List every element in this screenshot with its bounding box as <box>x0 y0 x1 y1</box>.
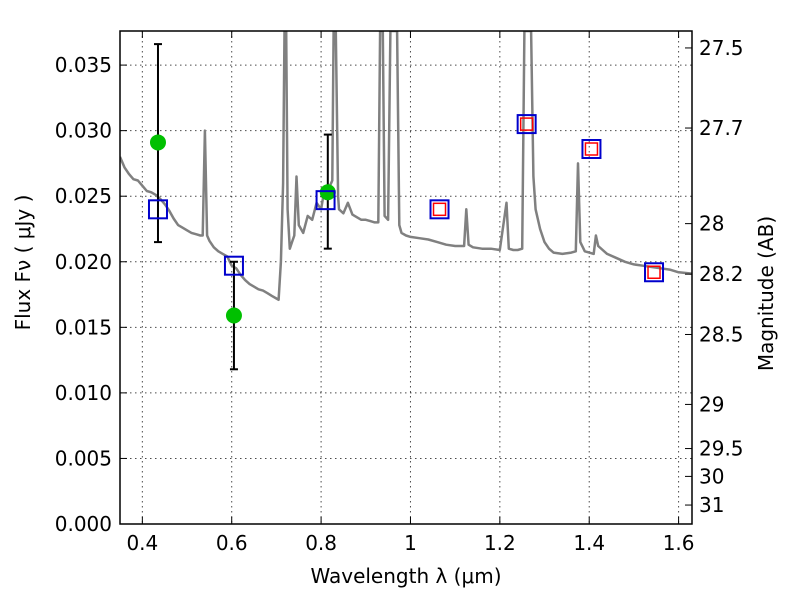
x-tick-label: 0.6 <box>216 531 248 555</box>
ticks: 0.4 0.6 0.8 1 1.2 1.4 1.6 0.000 0.005 0.010 0.015 0… <box>55 31 744 555</box>
y-tick-label: 0.005 <box>55 446 112 470</box>
predicted-square <box>432 202 447 217</box>
x-tick-label: 0.4 <box>126 531 158 555</box>
y2-tick-label: 29.5 <box>699 437 744 461</box>
x-tick-label: 1 <box>404 531 417 555</box>
y2-tick-label: 28.5 <box>699 322 744 346</box>
y2-tick-label: 30 <box>699 464 724 488</box>
model-square <box>429 199 450 220</box>
model-square <box>147 199 168 220</box>
plot-area <box>120 31 692 371</box>
x-tick-label: 0.8 <box>305 531 337 555</box>
observed-point <box>319 184 336 201</box>
predicted-square <box>519 117 534 131</box>
model-square <box>315 190 336 211</box>
y2-tick-label: 29 <box>699 392 724 416</box>
x-axis-label: Wavelength λ (μm) <box>310 564 501 588</box>
y2-tick-label: 31 <box>699 493 724 517</box>
y-tick-label: 0.015 <box>55 315 112 339</box>
y-tick-label: 0.010 <box>55 381 112 405</box>
y2-tick-label: 27.5 <box>699 36 744 60</box>
predicted-square <box>584 142 599 156</box>
grid <box>120 31 692 525</box>
y-axis-label: Flux Fν ( μJy ) <box>11 195 35 331</box>
y-tick-label: 0.035 <box>55 53 112 77</box>
y-tick-label: 0.030 <box>55 119 112 143</box>
observed-point <box>225 307 242 324</box>
axes-frame <box>119 30 693 525</box>
model-spectrum-line <box>120 31 692 302</box>
y2-axis-label: Magnitude (AB) <box>754 216 778 371</box>
x-tick-label: 1.4 <box>573 531 605 555</box>
y-tick-label: 0.020 <box>55 250 112 274</box>
y-tick-label: 0.025 <box>55 184 112 208</box>
predicted-square <box>647 265 661 280</box>
y2-tick-label: 28.2 <box>699 262 744 286</box>
observed-point <box>149 134 166 151</box>
model-square <box>644 262 665 283</box>
y-tick-label: 0.000 <box>55 512 112 536</box>
y2-tick-label: 27.7 <box>699 116 744 140</box>
x-tick-label: 1.2 <box>484 531 516 555</box>
y2-tick-label: 28 <box>699 212 724 236</box>
model-square <box>223 255 244 276</box>
model-square <box>581 139 602 160</box>
x-tick-label: 1.6 <box>663 531 695 555</box>
model-square <box>516 114 537 135</box>
